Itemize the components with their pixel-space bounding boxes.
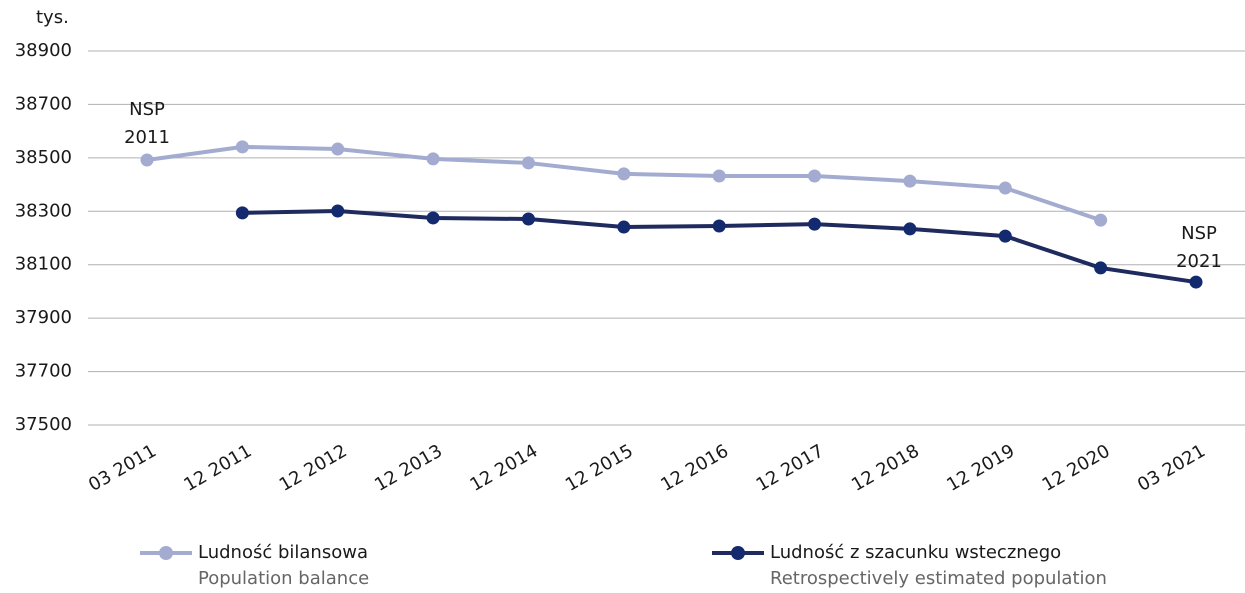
y-tick-label: 37700 [15, 361, 72, 382]
legend-sublabel: Population balance [198, 568, 369, 589]
point [712, 219, 726, 233]
point [808, 217, 822, 231]
x-tick-label: 12 2017 [753, 440, 828, 495]
point [617, 167, 631, 181]
point [712, 169, 726, 183]
y-tick-label: 37900 [15, 307, 72, 328]
legend-marker [731, 546, 745, 560]
point [426, 152, 440, 166]
point [140, 153, 154, 167]
point [1094, 213, 1108, 227]
x-tick-label: 12 2011 [180, 440, 255, 495]
point [1094, 261, 1108, 275]
point [426, 211, 440, 225]
y-tick-label: 38300 [15, 200, 72, 221]
point [331, 204, 345, 218]
point [617, 220, 631, 234]
point [235, 140, 249, 154]
point [521, 156, 535, 170]
x-tick-label: 12 2015 [562, 440, 637, 495]
point [521, 212, 535, 226]
legend-label: Ludność bilansowa [198, 542, 368, 563]
point [903, 222, 917, 236]
x-tick-label: 12 2012 [276, 440, 351, 495]
point [998, 181, 1012, 195]
x-tick-label: 03 2011 [85, 440, 160, 495]
y-tick-label: 38900 [15, 40, 72, 61]
x-tick-label: 12 2014 [466, 440, 541, 495]
x-tick-label: 12 2019 [943, 440, 1018, 495]
x-tick-label: 12 2018 [848, 440, 923, 495]
point [903, 174, 917, 188]
y-tick-label: 38500 [15, 147, 72, 168]
legend-sublabel: Retrospectively estimated population [770, 568, 1107, 589]
point [1189, 275, 1203, 289]
annotation: 2011 [124, 127, 170, 148]
legend-marker [159, 546, 173, 560]
x-tick-label: 12 2020 [1039, 440, 1114, 495]
point [235, 206, 249, 220]
x-tick-label: 12 2016 [657, 440, 732, 495]
legend-label: Ludność z szacunku wstecznego [770, 542, 1061, 563]
annotation: NSP [1181, 223, 1217, 244]
point [808, 169, 822, 183]
annotation: 2021 [1176, 251, 1222, 272]
x-tick-label: 12 2013 [371, 440, 446, 495]
y-tick-label: 38700 [15, 93, 72, 114]
x-tick-label: 03 2021 [1134, 440, 1209, 495]
point [331, 142, 345, 156]
y-tick-label: 37500 [15, 414, 72, 435]
y-unit: tys. [36, 7, 69, 28]
point [998, 229, 1012, 243]
annotation: NSP [129, 99, 165, 120]
y-tick-label: 38100 [15, 254, 72, 275]
